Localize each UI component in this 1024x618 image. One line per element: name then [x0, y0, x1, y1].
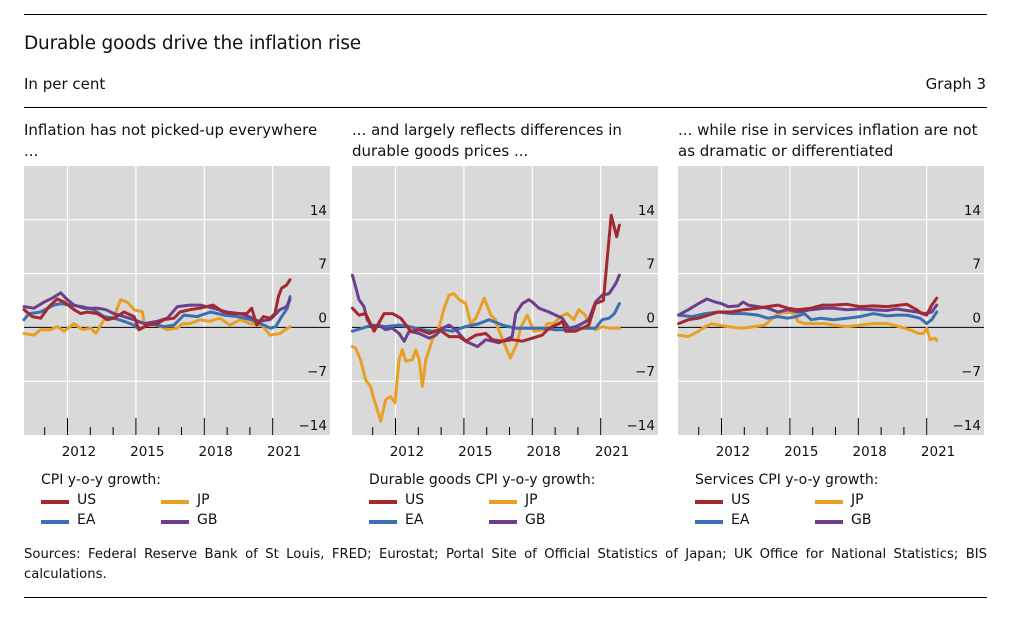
y-tick-label: 14: [310, 203, 327, 219]
header-rule: [24, 107, 987, 108]
legend-swatch: [369, 500, 397, 504]
legend-swatch: [161, 520, 189, 524]
legend-label: JP: [525, 492, 538, 508]
chart-title: Durable goods drive the inflation rise: [24, 33, 361, 54]
panel-3-chart: 2012 2015 2018 2021 −14 −7 0 7 14: [677, 166, 984, 460]
x-tick-label: 2018: [853, 444, 887, 460]
x-tick-label: 2018: [199, 444, 233, 460]
series-line-us: [677, 296, 939, 326]
x-tick-label: 2015: [130, 444, 164, 460]
legend-swatch: [695, 500, 723, 504]
panel-3-subtitle: ... while rise in services inflation are…: [678, 121, 978, 160]
panel-2-chart: 2012 2015 2018 2021 −14 −7 0 7 14: [350, 166, 658, 460]
footer-rule: [24, 597, 987, 598]
series-line-gb: [677, 297, 939, 317]
plot-background: [678, 166, 984, 435]
unit-label: In per cent: [24, 75, 106, 93]
plot-background: [352, 166, 658, 435]
y-tick-label: −7: [635, 364, 655, 380]
legend-label: US: [77, 492, 97, 508]
series-line-gb: [350, 273, 621, 349]
series-line-jp: [350, 292, 621, 423]
x-tick-label: 2021: [921, 444, 955, 460]
legend-label: GB: [525, 512, 546, 528]
legend-label: GB: [197, 512, 218, 528]
legend-swatch: [815, 520, 843, 524]
y-tick-label: −14: [299, 418, 328, 434]
legend-label: EA: [731, 512, 750, 528]
graph-number: Graph 3: [925, 75, 986, 93]
top-rule: [24, 14, 987, 15]
series-line-ea: [677, 310, 939, 326]
legend-label: US: [731, 492, 751, 508]
legend-swatch: [41, 520, 69, 524]
x-tick-label: 2012: [390, 444, 424, 460]
x-tick-label: 2015: [784, 444, 818, 460]
legend-label: JP: [851, 492, 864, 508]
y-tick-label: 14: [964, 203, 981, 219]
x-tick-label: 2018: [527, 444, 561, 460]
legend-swatch: [369, 520, 397, 524]
series-line-jp: [677, 310, 939, 342]
legend-swatch: [815, 500, 843, 504]
y-tick-label: −14: [953, 418, 982, 434]
y-tick-label: 0: [972, 310, 981, 326]
legend-label: JP: [197, 492, 210, 508]
x-tick-label: 2021: [267, 444, 301, 460]
y-tick-label: 0: [646, 310, 655, 326]
sources-note: Sources: Federal Reserve Bank of St Loui…: [24, 547, 987, 582]
legend-label: GB: [851, 512, 872, 528]
y-tick-label: −14: [627, 418, 656, 434]
legend-title: Durable goods CPI y-o-y growth:: [369, 472, 596, 488]
x-tick-label: 2021: [595, 444, 629, 460]
legend-label: EA: [77, 512, 96, 528]
x-tick-label: 2012: [62, 444, 96, 460]
panel-1-chart: 2012 2015 2018 2021 −14 −7 0 7 14: [22, 166, 330, 460]
series-line-us: [22, 278, 292, 332]
panel-2-subtitle: ... and largely reflects differences in …: [352, 121, 622, 160]
legend-label: US: [405, 492, 425, 508]
y-tick-label: 0: [318, 310, 327, 326]
x-tick-label: 2015: [458, 444, 492, 460]
y-tick-label: 7: [972, 257, 981, 273]
legend-label: EA: [405, 512, 424, 528]
legend-swatch: [489, 500, 517, 504]
y-tick-label: 14: [638, 203, 655, 219]
series-line-ea: [350, 302, 621, 333]
legend-swatch: [41, 500, 69, 504]
legend-swatch: [489, 520, 517, 524]
y-tick-label: 7: [646, 257, 655, 273]
legend-swatch: [161, 500, 189, 504]
legend-title: Services CPI y-o-y growth:: [695, 472, 879, 488]
x-tick-label: 2012: [716, 444, 750, 460]
series-line-us: [350, 213, 621, 343]
legend-title: CPI y-o-y growth:: [41, 472, 161, 488]
y-tick-label: −7: [961, 364, 981, 380]
panel-1-subtitle: Inflation has not picked-up everywhere .…: [24, 121, 318, 160]
y-tick-label: 7: [318, 257, 327, 273]
y-tick-label: −7: [307, 364, 327, 380]
legend-swatch: [695, 520, 723, 524]
